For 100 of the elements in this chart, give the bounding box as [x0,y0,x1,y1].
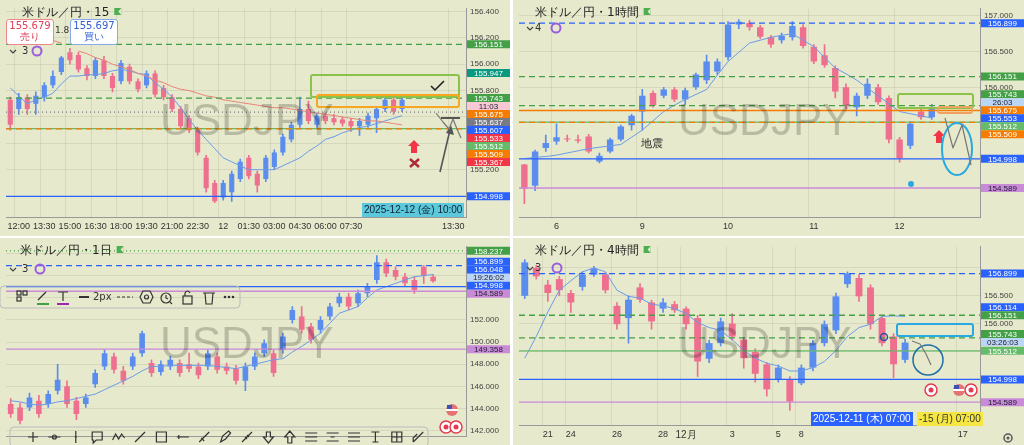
x-tick-label: 13:30 [441,221,465,232]
ref-line-label: 155.675 [988,106,1018,116]
text: 156.048 [474,265,504,275]
x-tick-label: 24 [565,428,576,439]
y-tick-label: 146.000 [470,381,500,391]
y-tick-label: 155.200 [470,164,500,174]
text: 156.114 [988,302,1018,312]
annotation: 155.679 [9,20,51,31]
x-tick-label: 18:00 [109,221,133,232]
ref-line-label: 154.998 [474,281,504,291]
text: 155.533 [474,133,504,143]
annotation: 買い [84,31,104,42]
text: 155.553 [988,114,1018,124]
ref-line-label: 155.509 [474,149,504,159]
x-tick-label: 3 [729,428,735,439]
x-tick-label: 06:00 [314,221,337,232]
y-tick-label: 142.000 [470,425,500,435]
y-tick-label: 150.000 [470,337,500,347]
x-tick-label: 17 [957,428,968,439]
y-tick-label: 157.000 [984,11,1014,21]
ref-line-label: 155.509 [988,130,1018,140]
ref-line-label: 156.899 [988,269,1018,279]
text: 155.607 [474,125,504,135]
text: 11:03 [478,101,499,111]
text: 155.675 [474,109,504,119]
x-tick-label: 5 [775,428,781,439]
annotation: 2px [93,291,112,302]
x-tick-label: 13:30 [33,221,56,232]
ref-line-label: 156.151 [988,72,1018,82]
x-tick-label: 07:30 [339,221,363,232]
ref-line-label: 154.589 [988,397,1018,407]
ref-line-label: 154.998 [988,154,1018,164]
ref-line-label: 155.743 [988,329,1018,339]
annotation: 3 [22,45,29,56]
ref-line-label: 155.743 [988,90,1018,100]
x-tick-label: 12 [894,221,905,232]
chart-title: 米ドル／円・4時間 [535,242,639,259]
x-tick-label: 11 [809,221,819,232]
annotation: 3 [22,263,29,274]
x-tick-label: 15:00 [58,221,82,232]
ref-line-label: 156.899 [474,257,504,267]
annotation: 155.697 [73,20,115,31]
annotation: 地震 [641,137,663,150]
chart-title: 米ドル／円・1日 [20,242,112,259]
text: 03:26:03 [986,337,1019,347]
x-tick-label: 9 [639,221,645,232]
y-tick-label: 156.500 [984,291,1014,301]
chart-title: 米ドル／円・15 [22,4,110,21]
annotation: 2025-12-11 (木) [813,413,883,424]
y-tick-label: 148.000 [470,359,500,369]
x-tick-label: 28 [658,428,669,439]
ref-line-label: 155.512 [988,346,1018,356]
ref-line-label: 155.512 [474,141,504,151]
ref-line-label: 154.998 [988,375,1018,385]
ref-line-label: 154.589 [474,289,504,299]
y-tick-label: 156.500 [984,46,1014,56]
annotation: 1.8 [55,25,70,35]
x-tick-label: 21 [542,428,553,439]
y-tick-label: 156.000 [984,318,1014,328]
ref-line-label: 156.151 [988,310,1018,320]
ref-line-label: 155.637 [474,117,504,127]
x-tick-label: 6 [554,221,560,232]
y-tick-label: 155.800 [470,85,500,95]
y-tick-label: 156.000 [984,82,1014,92]
y-tick-label: 156.000 [470,59,500,69]
x-tick-label: 04:30 [288,221,312,232]
y-tick-label: 152.000 [470,315,500,325]
x-tick-label: 22:30 [186,221,209,232]
ref-line-label: 158.237 [474,246,504,256]
ref-line-label: 149.358 [474,344,504,354]
x-tick-label: 03:00 [263,221,286,232]
x-tick-label: 12 [218,221,229,232]
ref-line-label: 154.589 [988,183,1018,193]
x-tick-label: 16:30 [84,221,107,232]
y-tick-label: 156.400 [470,6,500,16]
x-tick-label: 21:00 [160,221,184,232]
ref-line-label: 156.899 [988,18,1018,28]
text: 19:26:02 [472,273,505,283]
annotation: 4 [535,22,542,33]
annotation: 07:00 [955,413,981,424]
ref-line-label: 154.998 [474,192,504,202]
x-tick-label: 19:30 [135,221,158,232]
y-tick-label: 144.000 [470,403,500,413]
ref-line-label: 155.743 [474,93,504,103]
x-tick-label: 12:00 [7,221,31,232]
ref-line-label: 155.512 [988,122,1018,132]
annotation: -15 (月) [919,413,953,424]
chart-title: 米ドル／円・1時間 [535,4,639,21]
x-tick-label: 01:30 [237,221,261,232]
annotation: 2025-12-12 (金) [364,204,435,215]
x-tick-label: 12月 [675,428,697,440]
annotation: 売り [20,31,40,42]
x-tick-label: 8 [798,428,804,439]
x-tick-label: 10 [723,221,734,232]
text: 155.947 [474,68,504,78]
annotation: 07:00 [885,413,911,424]
annotation: 3 [535,262,542,273]
text: 26:03 [992,98,1014,108]
x-tick-label: 26 [611,428,622,439]
annotation: 10:00 [437,204,463,215]
